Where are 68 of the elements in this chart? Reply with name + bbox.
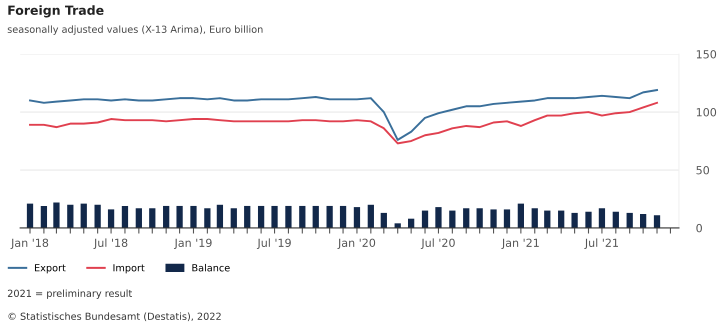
bar <box>640 214 646 228</box>
bar <box>463 208 470 228</box>
bar <box>504 209 510 228</box>
x-tick-label: Jul '18 <box>93 238 128 250</box>
text: 2021 = preliminary result <box>8 289 132 299</box>
bar <box>285 206 292 228</box>
x-tick-label: Jan '18 <box>10 238 48 250</box>
bar <box>354 207 360 228</box>
bar <box>94 204 101 228</box>
bar <box>53 202 60 228</box>
bar <box>216 204 224 228</box>
bar <box>490 209 497 228</box>
bar <box>122 206 128 228</box>
x-tick-label: Jul '21 <box>584 238 618 250</box>
bar <box>449 210 456 228</box>
bar <box>558 210 564 228</box>
bar <box>394 223 401 228</box>
bar <box>598 208 606 228</box>
bar <box>571 212 578 228</box>
bar <box>40 206 48 228</box>
bar <box>435 207 442 228</box>
x-tick-label: Jul '19 <box>256 238 291 250</box>
bar <box>380 212 387 228</box>
bar <box>108 209 114 228</box>
bar <box>149 208 156 228</box>
x-tick-label: Jan '21 <box>501 238 539 250</box>
text: © Statistisches Bundesamt (Destatis), 2022 <box>8 312 221 322</box>
line-series <box>29 89 658 141</box>
bar <box>230 208 237 228</box>
bar <box>312 206 319 228</box>
bar <box>190 206 197 228</box>
bar <box>136 208 142 228</box>
bar <box>163 206 170 228</box>
bar <box>204 208 210 228</box>
bar <box>476 208 483 228</box>
bar <box>654 215 660 228</box>
bar <box>299 206 306 228</box>
x-tick-label: Jan '19 <box>174 238 212 250</box>
bar <box>258 206 264 228</box>
bar <box>340 206 346 228</box>
bar <box>244 206 250 228</box>
chart-subtitle: seasonally adjusted values (X-13 Arima), Euro billion <box>8 25 262 35</box>
bar <box>176 206 183 228</box>
bar <box>626 212 633 228</box>
y-tick-label: 100 <box>696 108 716 116</box>
legend-label: Import <box>113 264 145 274</box>
line-series <box>29 102 658 144</box>
y-tick-label: 50 <box>696 166 710 174</box>
bar <box>408 218 414 228</box>
bar <box>26 204 34 228</box>
bar <box>326 206 333 228</box>
bar <box>585 212 592 228</box>
bar <box>422 210 428 228</box>
x-tick-label: Jan '20 <box>337 238 376 250</box>
bar <box>368 204 374 228</box>
chart-title: Foreign Trade <box>8 5 104 18</box>
bar <box>612 212 619 228</box>
bar <box>544 210 550 228</box>
bar <box>67 204 74 228</box>
bar <box>80 204 87 228</box>
x-tick-label: Jul '20 <box>420 238 455 250</box>
y-tick-label: 0 <box>696 224 702 232</box>
bar <box>271 206 278 228</box>
bar <box>532 208 538 228</box>
bar <box>518 204 524 228</box>
legend-label: Balance <box>192 264 230 272</box>
legend-label: Export <box>34 264 66 274</box>
y-tick-label: 150 <box>696 50 716 58</box>
